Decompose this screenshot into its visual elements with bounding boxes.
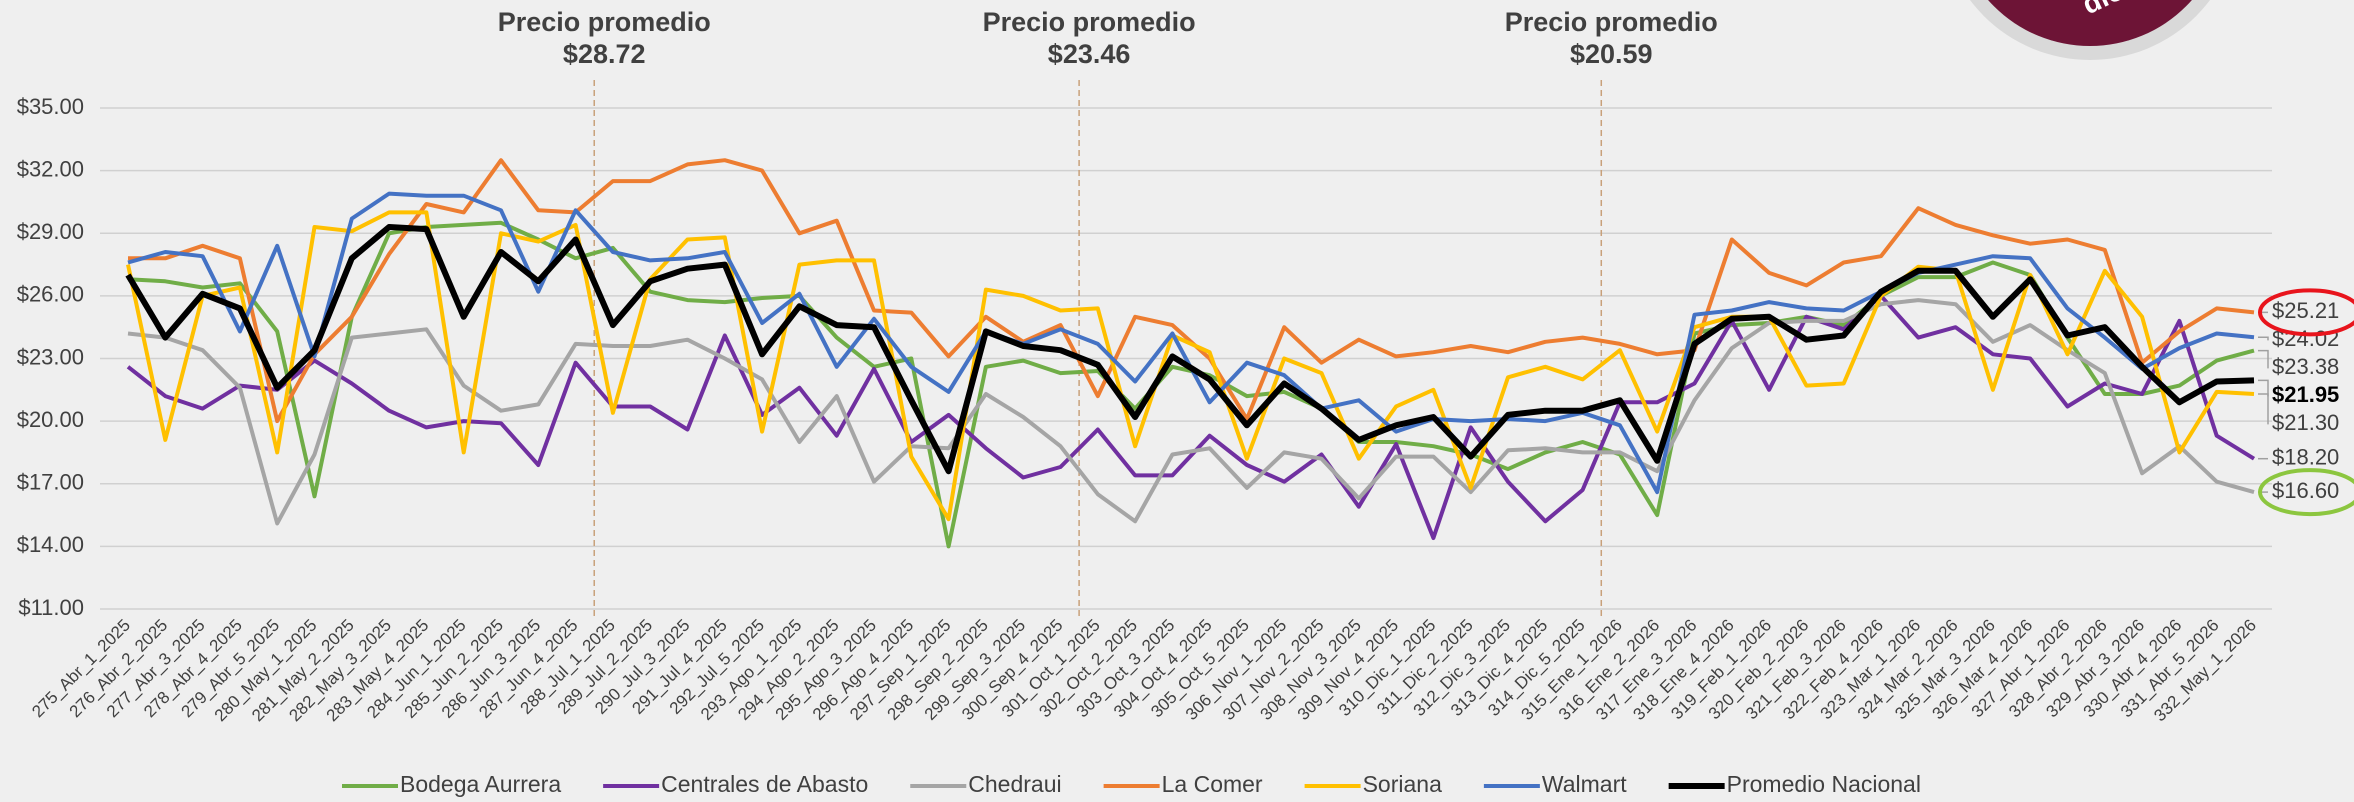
legend-label: Chedraui [968,771,1061,797]
legend-label: Bodega Aurrera [400,771,561,797]
y-tick-label: $29.00 [17,219,84,244]
annotation-value: $28.72 [563,39,646,69]
badge [1988,0,2192,46]
y-tick-label: $32.00 [17,156,84,181]
leader-line [2258,393,2269,425]
end-value-label: $23.38 [2272,354,2339,379]
annotation-value: $20.59 [1570,39,1653,69]
series-line [127,298,2255,526]
end-value-label: $21.30 [2272,410,2339,435]
annotation-title: Precio promedio [983,7,1196,37]
y-tick-label: $14.00 [17,532,84,557]
y-tick-label: $17.00 [17,470,84,495]
y-tick-label: $20.00 [17,407,84,432]
end-value-label: $18.20 [2272,445,2339,470]
end-value-label: $25.21 [2272,298,2339,323]
leader-line [2258,379,2269,397]
leader-line [2258,349,2269,369]
y-tick-label: $26.00 [17,282,84,307]
leader-line [2258,336,2269,341]
series-line [126,293,2256,540]
end-value-label: $21.95 [2272,382,2339,407]
legend-label: La Comer [1162,771,1263,797]
series-line [125,224,2255,475]
highlight-max [2258,288,2354,337]
legend-label: Promedio Nacional [1727,771,1921,797]
y-tick-label: $35.00 [17,94,84,119]
legend-label: Walmart [1542,771,1627,797]
legend-label: Centrales de Abasto [661,771,868,797]
annotation-title: Precio promedio [498,7,711,37]
y-tick-label: $23.00 [17,344,84,369]
y-tick-label: $11.00 [18,595,84,620]
legend-label: Soriana [1363,771,1442,797]
highlight-min [2258,468,2354,517]
annotation-value: $23.46 [1048,39,1131,69]
end-value-label: $16.60 [2272,478,2339,503]
annotation-title: Precio promedio [1505,7,1718,37]
